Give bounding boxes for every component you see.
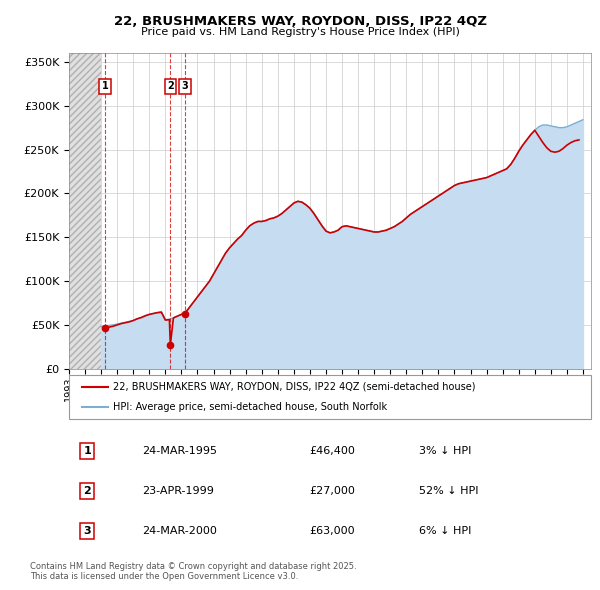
Text: 6% ↓ HPI: 6% ↓ HPI xyxy=(419,526,471,536)
Text: 2: 2 xyxy=(83,486,91,496)
Text: Price paid vs. HM Land Registry's House Price Index (HPI): Price paid vs. HM Land Registry's House … xyxy=(140,27,460,37)
Text: 24-MAR-2000: 24-MAR-2000 xyxy=(142,526,217,536)
Text: 2: 2 xyxy=(167,81,174,91)
Text: £46,400: £46,400 xyxy=(309,447,355,456)
Text: 3: 3 xyxy=(182,81,188,91)
Text: 3: 3 xyxy=(83,526,91,536)
Text: £27,000: £27,000 xyxy=(309,486,355,496)
Text: 22, BRUSHMAKERS WAY, ROYDON, DISS, IP22 4QZ: 22, BRUSHMAKERS WAY, ROYDON, DISS, IP22 … xyxy=(113,15,487,28)
Text: Contains HM Land Registry data © Crown copyright and database right 2025.
This d: Contains HM Land Registry data © Crown c… xyxy=(30,562,356,581)
Text: 1: 1 xyxy=(83,447,91,456)
Text: HPI: Average price, semi-detached house, South Norfolk: HPI: Average price, semi-detached house,… xyxy=(113,402,388,412)
Text: 23-APR-1999: 23-APR-1999 xyxy=(142,486,214,496)
Text: 1: 1 xyxy=(101,81,108,91)
Text: £63,000: £63,000 xyxy=(309,526,355,536)
Text: 22, BRUSHMAKERS WAY, ROYDON, DISS, IP22 4QZ (semi-detached house): 22, BRUSHMAKERS WAY, ROYDON, DISS, IP22 … xyxy=(113,382,476,392)
Text: 24-MAR-1995: 24-MAR-1995 xyxy=(142,447,217,456)
Text: 52% ↓ HPI: 52% ↓ HPI xyxy=(419,486,478,496)
Text: 3% ↓ HPI: 3% ↓ HPI xyxy=(419,447,471,456)
